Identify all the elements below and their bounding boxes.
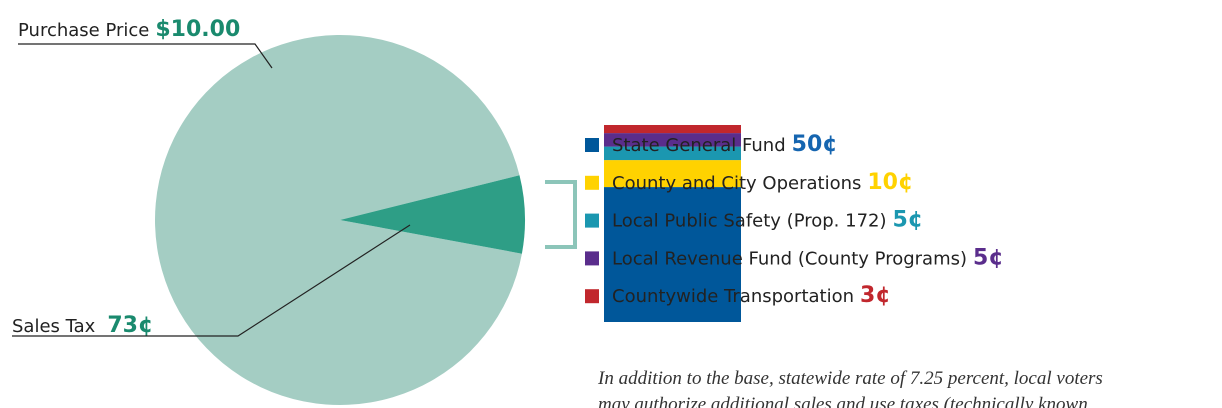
legend-value: 3¢ [860, 283, 891, 308]
pie-slice [155, 34, 522, 405]
legend-entry: County and City Operations 10¢ [612, 170, 913, 195]
note: may authorize additional sales and use t… [598, 394, 1088, 408]
bar-segment [604, 187, 741, 322]
legend-swatch [585, 251, 599, 266]
pie-label-value: $10.00 [155, 17, 240, 42]
legend-value: 50¢ [792, 132, 838, 157]
leader-line [18, 43, 273, 69]
bracket [545, 180, 577, 249]
pie-label-name: Sales Tax [12, 316, 96, 337]
legend-swatch [585, 213, 599, 228]
legend-swatch [585, 289, 599, 304]
note: In addition to the base, statewide rate … [597, 368, 1103, 389]
legend-value: 5¢ [893, 208, 924, 233]
legend-name: Local Revenue Fund (County Programs) [612, 248, 967, 269]
leader-line [12, 224, 411, 337]
legend-entry: State General Fund 50¢ [612, 132, 838, 157]
legend-name: State General Fund [612, 135, 786, 156]
pie-label-value: 73¢ [107, 313, 153, 338]
legend-swatch [585, 138, 599, 152]
bar-segment [604, 125, 741, 134]
legend-name: County and City Operations [612, 173, 861, 194]
bar-segment [604, 133, 741, 147]
bar-segment [604, 160, 741, 188]
pie-label: Sales Tax 73¢ [12, 313, 153, 338]
legend-entry: Local Revenue Fund (County Programs) 5¢ [612, 245, 1004, 270]
legend-swatch [585, 175, 599, 190]
legend-entry: Local Public Safety (Prop. 172) 5¢ [612, 208, 923, 233]
legend-value: 10¢ [867, 170, 913, 195]
legend-name: Countywide Transportation [612, 286, 854, 307]
bar-segment [604, 146, 741, 161]
legend-name: Local Public Safety (Prop. 172) [612, 211, 887, 232]
pie-label-name: Purchase Price [18, 20, 149, 41]
legend-entry: Countywide Transportation 3¢ [612, 283, 891, 308]
legend-value: 5¢ [973, 245, 1004, 270]
pie-label: Purchase Price $10.00 [18, 17, 240, 42]
pie-slice [340, 175, 525, 254]
